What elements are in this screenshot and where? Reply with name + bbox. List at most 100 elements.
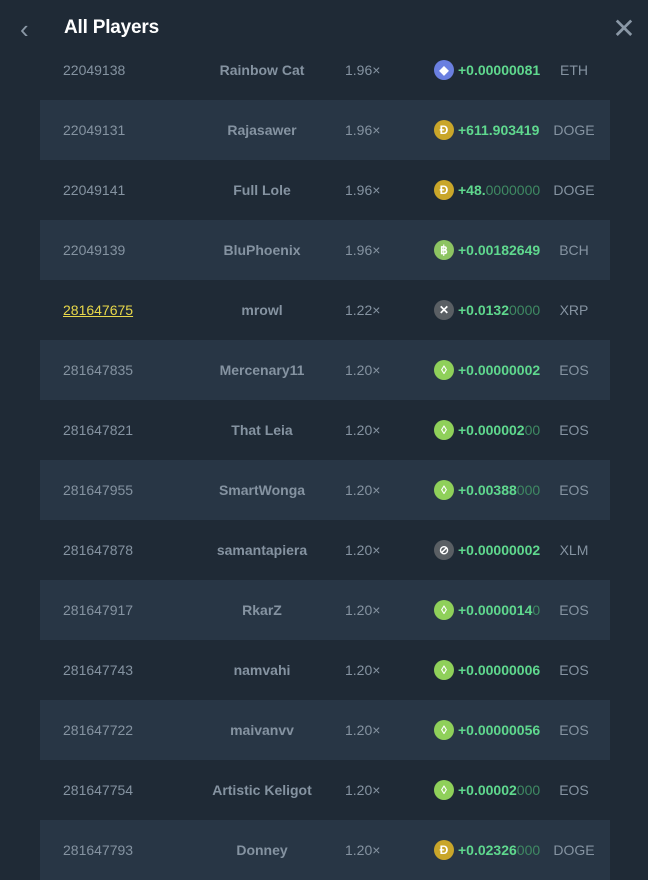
- bet-id: 281647754: [63, 782, 134, 798]
- eos-icon: ◊: [434, 720, 454, 740]
- stellar-icon: ⊘: [434, 540, 454, 560]
- multiplier: 1.20×: [345, 362, 381, 378]
- currency-code: BCH: [559, 242, 589, 258]
- profit-amount: +0.00000002: [458, 340, 540, 400]
- player-row: 281647835 Mercenary11 1.20× ◊ +0.00000002 EOS: [40, 340, 610, 400]
- amount-trailing-zeros: 000: [516, 782, 541, 798]
- amount-trailing-zeros: 000: [516, 482, 541, 498]
- player-row: 281647955 SmartWonga 1.20× ◊ +0.00388000 EOS: [40, 460, 610, 520]
- close-icon[interactable]: ✕: [612, 13, 636, 44]
- player-name: maivanvv: [230, 722, 294, 738]
- amount-main: +0.00182649: [458, 242, 541, 258]
- currency-code: DOGE: [553, 182, 595, 198]
- eos-icon: ◊: [434, 600, 454, 620]
- multiplier: 1.96×: [345, 62, 381, 78]
- amount-main: +0.00000056: [458, 722, 541, 738]
- multiplier: 1.96×: [345, 242, 381, 258]
- amount-main: +48.: [458, 182, 486, 198]
- profit-amount: +0.00002000: [458, 760, 540, 820]
- currency-code: EOS: [559, 662, 589, 678]
- bet-id: 281647722: [63, 722, 134, 738]
- amount-main: +0.00388: [458, 482, 517, 498]
- player-row: 281647754 Artistic Keligot 1.20× ◊ +0.000020…: [40, 760, 610, 820]
- player-name: Rajasawer: [227, 122, 297, 138]
- player-name: Rainbow Cat: [219, 62, 305, 78]
- amount-trailing-zeros: 00: [524, 422, 541, 438]
- bet-id: 22049138: [63, 62, 126, 78]
- currency-code: XRP: [559, 302, 589, 318]
- chevron-left-icon[interactable]: ‹: [20, 14, 29, 44]
- multiplier: 1.20×: [345, 482, 381, 498]
- player-row: 281647793 Donney 1.20× Đ +0.02326000 DOGE: [40, 820, 610, 880]
- multiplier: 1.20×: [345, 722, 381, 738]
- profit-amount: +0.00000002: [458, 520, 540, 580]
- bet-id: 281647821: [63, 422, 134, 438]
- player-row: 22049138 Rainbow Cat 1.96× ◆ +0.00000081 ETH: [40, 40, 610, 100]
- currency-code: ETH: [560, 62, 588, 78]
- amount-main: +0.00000081: [458, 62, 541, 78]
- amount-main: +611.903419: [458, 122, 540, 138]
- profit-amount: +0.01320000: [458, 280, 540, 340]
- amount-trailing-zeros: 0000000: [485, 182, 541, 198]
- player-row: 281647821 That Leia 1.20× ◊ +0.00000200 EOS: [40, 400, 610, 460]
- bet-id: 281647743: [63, 662, 134, 678]
- currency-code: EOS: [559, 482, 589, 498]
- dogecoin-icon: Đ: [434, 180, 454, 200]
- currency-code: EOS: [559, 362, 589, 378]
- eos-icon: ◊: [434, 780, 454, 800]
- bet-id: 281647878: [63, 542, 134, 558]
- amount-main: +0.00000006: [458, 662, 541, 678]
- eos-icon: ◊: [434, 420, 454, 440]
- header: ‹ All Players ✕: [0, 0, 648, 56]
- player-name: SmartWonga: [218, 482, 306, 498]
- player-row: 22049141 Full Lole 1.96× Đ +48.0000000 DOGE: [40, 160, 610, 220]
- players-list: 22049138 Rainbow Cat 1.96× ◆ +0.00000081 ETH 2…: [40, 40, 610, 880]
- amount-trailing-zeros: 0: [532, 602, 541, 618]
- bet-id: 281647955: [63, 482, 134, 498]
- player-row: 281647675 mrowl 1.22× ✕ +0.01320000 XRP: [40, 280, 610, 340]
- profit-amount: +0.00000081: [458, 40, 540, 100]
- profit-amount: +0.02326000: [458, 820, 540, 880]
- player-name: Mercenary11: [219, 362, 305, 378]
- page-title: All Players: [64, 17, 159, 38]
- bet-id-link[interactable]: 281647675: [63, 302, 134, 318]
- multiplier: 1.20×: [345, 422, 381, 438]
- bet-id: 22049131: [63, 122, 126, 138]
- player-row: 281647722 maivanvv 1.20× ◊ +0.00000056 EOS: [40, 700, 610, 760]
- player-name: namvahi: [233, 662, 291, 678]
- amount-main: +0.000002: [458, 422, 525, 438]
- profit-amount: +611.903419: [458, 100, 539, 160]
- currency-code: EOS: [559, 422, 589, 438]
- eos-icon: ◊: [434, 360, 454, 380]
- profit-amount: +0.00182649: [458, 220, 540, 280]
- bet-id: 281647835: [63, 362, 134, 378]
- player-name: Full Lole: [233, 182, 291, 198]
- amount-main: +0.00000002: [458, 542, 541, 558]
- player-name: That Leia: [231, 422, 293, 438]
- bet-id: 281647917: [63, 602, 134, 618]
- amount-main: +0.02326: [458, 842, 517, 858]
- xrp-icon: ✕: [434, 300, 454, 320]
- amount-trailing-zeros: 0000: [509, 302, 541, 318]
- multiplier: 1.96×: [345, 182, 381, 198]
- multiplier: 1.22×: [345, 302, 381, 318]
- player-row: 281647743 namvahi 1.20× ◊ +0.00000006 EOS: [40, 640, 610, 700]
- amount-main: +0.00002: [458, 782, 517, 798]
- multiplier: 1.20×: [345, 602, 381, 618]
- player-row: 22049139 BluPhoenix 1.96× ฿ +0.00182649 BCH: [40, 220, 610, 280]
- bet-id: 22049139: [63, 242, 126, 258]
- bet-id: 22049141: [63, 182, 126, 198]
- eos-icon: ◊: [434, 480, 454, 500]
- dogecoin-icon: Đ: [434, 840, 454, 860]
- currency-code: XLM: [559, 542, 589, 558]
- profit-amount: +0.00000056: [458, 700, 540, 760]
- player-row: 281647917 RkarZ 1.20× ◊ +0.00000140 EOS: [40, 580, 610, 640]
- multiplier: 1.20×: [345, 542, 381, 558]
- multiplier: 1.20×: [345, 662, 381, 678]
- profit-amount: +0.00388000: [458, 460, 540, 520]
- profit-amount: +0.00000006: [458, 640, 540, 700]
- player-row: 281647878 samantapiera 1.20× ⊘ +0.00000002 XL…: [40, 520, 610, 580]
- bet-id: 281647793: [63, 842, 134, 858]
- amount-main: +0.0000014: [458, 602, 533, 618]
- player-name: RkarZ: [242, 602, 282, 618]
